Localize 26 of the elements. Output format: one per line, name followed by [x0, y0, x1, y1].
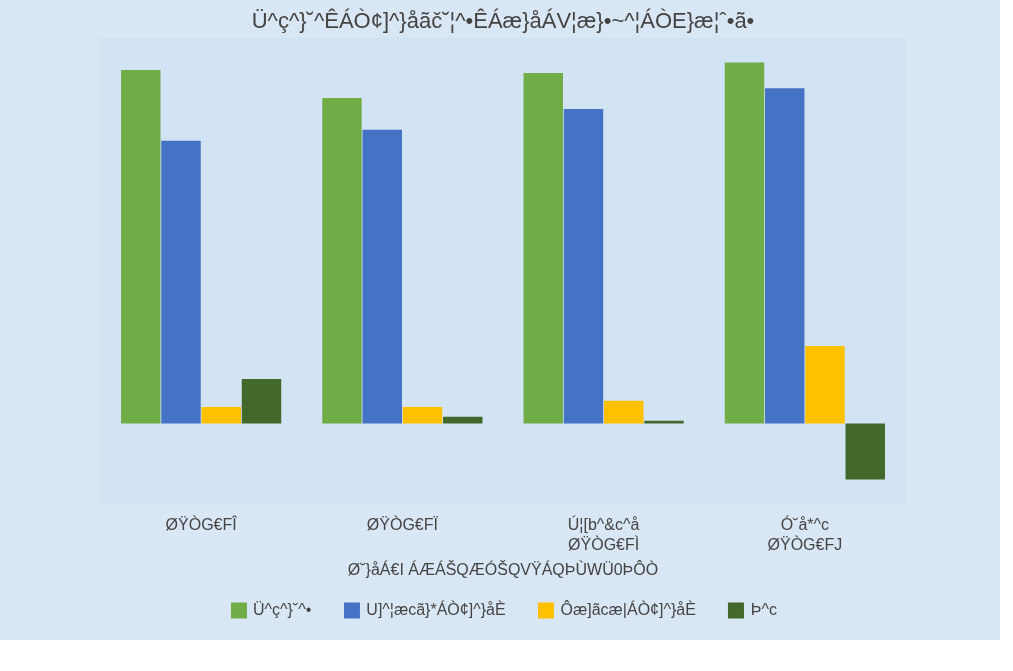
- bar: [161, 140, 201, 424]
- x-tick-label: ØŸÒG€FÏ: [366, 514, 439, 533]
- bar: [121, 70, 161, 424]
- bar: [402, 406, 443, 424]
- bar: [563, 109, 604, 424]
- bar: [604, 400, 644, 424]
- x-tick-label: ØŸÒG€FÎ: [165, 514, 238, 533]
- bar: [362, 129, 402, 424]
- bar: [845, 423, 885, 480]
- x-axis-title: Ø˘}åÁ€I ÁÆÁŠQÆÓŠQVŸÁQÞÙWÜ0ÞÔÒ: [347, 559, 659, 578]
- bar: [523, 72, 563, 424]
- bar: [644, 420, 684, 424]
- legend-label: Þ^c: [750, 601, 778, 619]
- bar: [805, 345, 845, 424]
- x-tick-label: Ó˘å*^c ØŸÒG€FJ: [767, 514, 843, 553]
- bar: [724, 62, 765, 424]
- bar: [241, 379, 282, 424]
- bar: [322, 97, 362, 424]
- bar: [443, 416, 483, 424]
- x-tick-label: Ú¦[b^&c^å ØŸÒG€FÌ: [567, 514, 640, 553]
- legend-label: Ôæ]ãcæ|ÁÒ¢]^}åÈ: [560, 601, 696, 619]
- legend-label: Ü^ç^}˘^•: [252, 601, 312, 619]
- bar: [201, 406, 241, 424]
- chart-title: Ü^ç^}˘^ÊÁÒ¢]^}åãč˘¦^•ÊÁæ}åÁV¦æ}•~^¦ÁÒE}æ¦ˆ•ã•: [251, 7, 755, 33]
- legend-label: U]^¦æcã}*ÁÒ¢]^}åÈ: [366, 601, 506, 619]
- bar: [765, 88, 805, 424]
